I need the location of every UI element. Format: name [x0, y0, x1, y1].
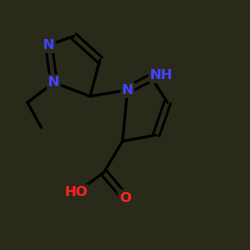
Text: HO: HO: [64, 186, 88, 200]
Text: O: O: [119, 190, 131, 204]
Text: N: N: [122, 83, 133, 97]
Text: NH: NH: [150, 68, 173, 82]
Text: N: N: [48, 76, 60, 90]
Text: N: N: [43, 38, 54, 52]
